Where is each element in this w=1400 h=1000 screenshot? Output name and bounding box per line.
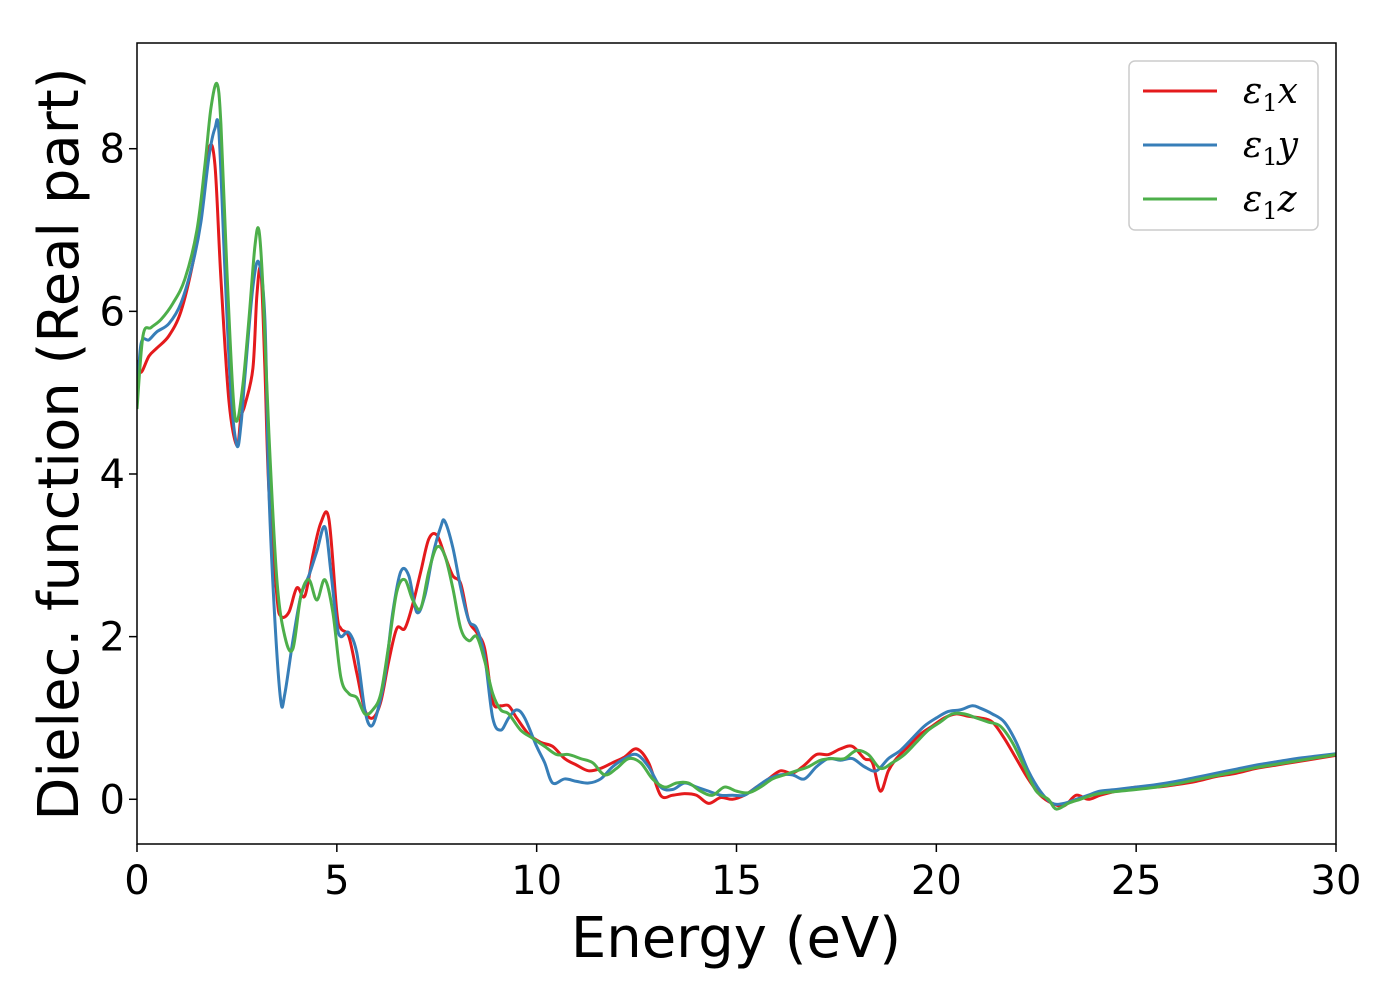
x-tick-label: 30 [1311,858,1362,904]
y-tick-label: 4 [100,452,125,498]
series-line-z [137,81,1336,811]
x-tick-label: 10 [511,858,562,904]
x-tick-label: 25 [1111,858,1162,904]
x-tick-label: 15 [711,858,762,904]
legend: ε1x ε1y ε1z [1128,60,1319,231]
x-axis-ticks: 0 5 10 15 20 25 30 [124,844,1361,904]
x-tick-label: 20 [911,858,962,904]
y-tick-label: 6 [100,289,125,335]
series-line-x [137,143,1336,808]
legend-label-x: ε1x [1243,71,1298,117]
legend-label-z: ε1z [1243,179,1298,225]
series-layer [137,81,1336,811]
y-tick-label: 0 [100,777,125,823]
x-axis-title: Energy (eV) [571,906,901,971]
x-tick-label: 5 [324,858,349,904]
y-tick-label: 2 [100,615,125,661]
x-tick-label: 0 [124,858,149,904]
y-axis-title: Dielec. function (Real part) [27,67,92,820]
legend-box [1128,60,1319,231]
y-axis-ticks: 0 2 4 6 8 [100,127,137,823]
legend-label-y: ε1y [1243,125,1299,171]
y-tick-label: 8 [100,127,125,173]
